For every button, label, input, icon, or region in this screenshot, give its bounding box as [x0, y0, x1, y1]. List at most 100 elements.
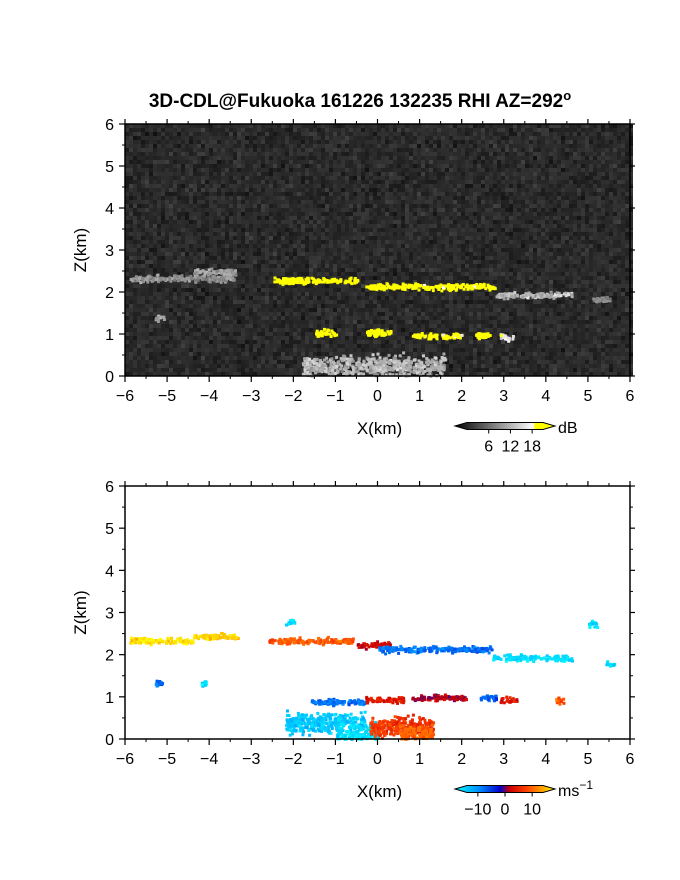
data-cell — [407, 727, 411, 731]
data-cell — [417, 288, 421, 292]
data-cell — [357, 358, 361, 362]
x-tick-label: 0 — [373, 388, 382, 405]
data-cell — [483, 649, 487, 653]
data-cell — [299, 640, 303, 644]
data-cell — [327, 332, 331, 336]
data-cell — [460, 285, 463, 289]
data-cell — [366, 368, 370, 372]
data-cell — [198, 276, 202, 280]
data-cell — [185, 642, 188, 646]
data-cell — [505, 294, 509, 298]
data-cell — [378, 648, 382, 652]
data-cell — [367, 331, 371, 335]
data-cell — [529, 655, 533, 658]
data-cell — [394, 700, 398, 704]
data-cell — [361, 643, 365, 647]
velocity-layer-6 — [588, 619, 600, 629]
data-cell — [374, 724, 378, 728]
data-cell — [482, 284, 486, 288]
data-cell — [348, 699, 352, 703]
velocity-layer-3 — [356, 640, 392, 651]
data-cell — [158, 637, 162, 641]
data-cell — [588, 625, 592, 629]
data-cell — [439, 363, 443, 367]
data-cell — [383, 357, 386, 361]
velocity-layer-12 — [365, 695, 406, 705]
y-tick-label: 0 — [105, 732, 114, 749]
data-cell — [371, 644, 375, 648]
data-cell — [441, 357, 445, 361]
data-cell — [482, 336, 486, 340]
data-cell — [388, 362, 392, 365]
data-cell — [413, 722, 417, 726]
data-cell — [354, 729, 358, 733]
data-cell — [397, 359, 401, 363]
data-cell — [205, 634, 209, 638]
data-cell — [297, 714, 301, 718]
data-cell — [374, 364, 378, 367]
data-cell — [420, 361, 424, 365]
data-cell — [141, 276, 145, 280]
data-cell — [341, 714, 345, 718]
data-cell — [353, 281, 357, 285]
backscatter-colorbar: dB 6 12 18 — [453, 420, 578, 456]
data-cell — [402, 372, 406, 376]
data-cell — [485, 647, 489, 651]
y-tick-label: 6 — [105, 479, 114, 496]
data-cell — [377, 366, 381, 369]
data-cell — [412, 728, 415, 732]
backscatter-layer-4 — [495, 290, 574, 301]
data-cell — [396, 362, 400, 366]
data-cell — [316, 280, 320, 284]
colorbar-tick-label: 10 — [523, 802, 541, 819]
data-cell — [398, 354, 402, 358]
data-cell — [399, 725, 402, 729]
data-cell — [484, 287, 488, 291]
data-cell — [487, 651, 491, 655]
data-cell — [557, 696, 561, 700]
data-cell — [305, 640, 309, 644]
data-cell — [487, 285, 491, 289]
y-tick-label: 4 — [105, 201, 114, 218]
data-cell — [300, 640, 304, 644]
data-cell — [310, 276, 314, 280]
data-cell — [348, 280, 352, 284]
data-cell — [478, 650, 482, 654]
velocity-axis-ticks: −6 −5 −4 −3 −2 −1 0 1 2 3 4 5 6 0 1 2 3 4 5 6 — [105, 479, 635, 768]
data-cell — [287, 728, 291, 732]
data-cell — [513, 291, 517, 295]
data-cell — [173, 274, 176, 278]
data-cell — [138, 637, 142, 640]
data-cell — [287, 724, 291, 728]
data-cell — [547, 293, 551, 297]
data-cell — [496, 656, 500, 660]
data-cell — [380, 329, 384, 333]
data-cell — [503, 334, 507, 338]
data-cell — [499, 294, 503, 298]
data-cell — [562, 292, 566, 296]
data-cell — [323, 358, 326, 362]
data-cell — [505, 695, 509, 699]
data-cell — [417, 359, 421, 363]
data-cell — [592, 297, 596, 301]
backscatter-layer-9 — [441, 332, 464, 341]
data-cell — [285, 642, 289, 646]
data-cell — [308, 722, 312, 726]
data-cell — [298, 724, 302, 728]
data-cell — [401, 282, 405, 286]
data-cell — [377, 358, 381, 362]
data-cell — [340, 370, 344, 374]
data-cell — [415, 364, 419, 368]
data-cell — [533, 657, 537, 661]
x-tick-label: 5 — [583, 388, 592, 405]
data-cell — [448, 336, 452, 340]
data-cell — [413, 736, 416, 740]
data-cell — [392, 698, 396, 702]
data-cell — [428, 369, 432, 372]
data-cell — [290, 717, 294, 721]
data-cell — [512, 295, 515, 299]
data-cell — [273, 280, 277, 284]
data-cell — [394, 358, 398, 362]
data-cell — [336, 734, 340, 738]
data-cell — [562, 697, 566, 701]
